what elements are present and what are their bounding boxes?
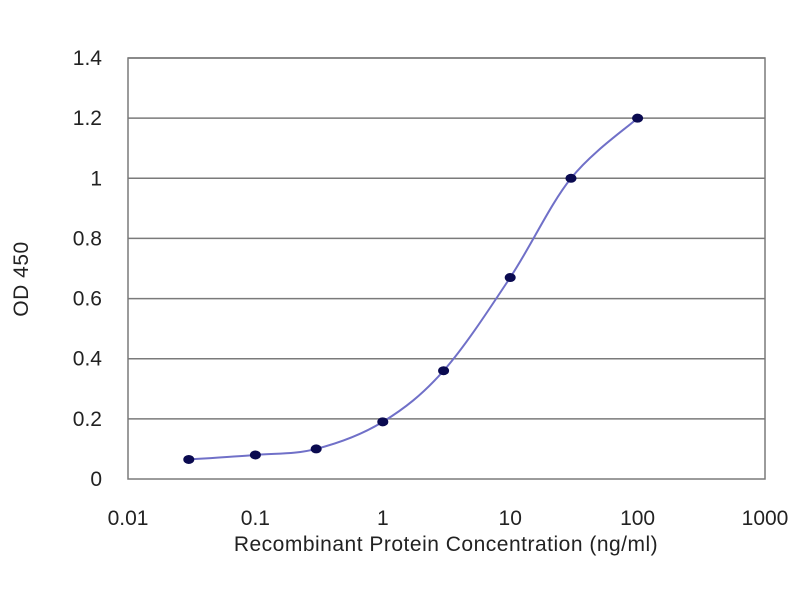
data-point bbox=[183, 454, 195, 464]
series-line-0 bbox=[188, 117, 639, 461]
y-tick-label: 0.2 bbox=[73, 408, 102, 431]
x-tick-label: 10 bbox=[499, 507, 522, 530]
y-tick-label: 0 bbox=[90, 468, 102, 491]
y-tick-label: 0.4 bbox=[73, 348, 103, 371]
plot-frame bbox=[127, 57, 766, 480]
data-point bbox=[438, 366, 450, 376]
x-tick-label: 0.1 bbox=[241, 507, 270, 530]
data-point bbox=[249, 450, 261, 460]
series-group bbox=[183, 113, 644, 464]
y-tick-label: 1.2 bbox=[73, 107, 102, 130]
x-tick-label: 1 bbox=[377, 507, 389, 530]
x-tick-label: 100 bbox=[620, 507, 655, 530]
y-tick-label: 1.4 bbox=[73, 47, 103, 70]
y-tick-labels: 0 0.2 0.4 0.6 0.8 1 1.2 1.4 bbox=[73, 47, 103, 491]
data-point bbox=[377, 417, 389, 427]
data-point bbox=[310, 444, 322, 454]
gridlines bbox=[128, 57, 765, 420]
axes bbox=[127, 57, 766, 480]
y-tick-label: 1 bbox=[90, 167, 102, 190]
data-point bbox=[565, 173, 577, 183]
x-tick-label: 0.01 bbox=[108, 507, 149, 530]
data-point bbox=[632, 113, 644, 123]
x-axis-label: Recombinant Protein Concentration (ng/ml… bbox=[234, 533, 658, 556]
y-tick-label: 0.8 bbox=[73, 227, 102, 250]
x-tick-label: 1000 bbox=[742, 507, 789, 530]
x-tick-labels: 0.01 0.1 1 10 100 1000 bbox=[108, 507, 789, 530]
y-axis-label: OD 450 bbox=[10, 241, 33, 316]
data-point bbox=[504, 273, 516, 283]
y-tick-label: 0.6 bbox=[73, 288, 102, 311]
